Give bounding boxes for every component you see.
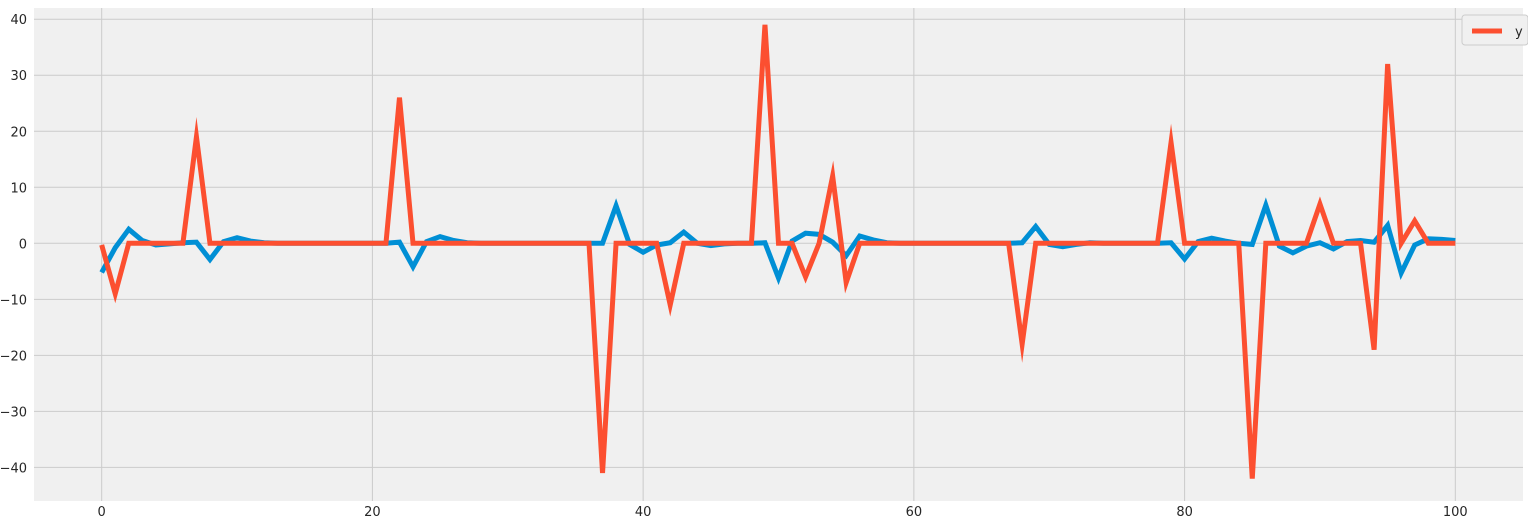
y-tick-label: 40 [10,13,27,28]
x-tick-label: 40 [635,505,652,520]
y-tick-label: −30 [0,405,27,420]
y-tick-label: −10 [0,293,27,308]
x-tick-label: 20 [364,505,381,520]
y-tick-label: 30 [10,69,27,84]
y-tick-label: −20 [0,349,27,364]
legend: y [1462,15,1528,45]
x-tick-label: 0 [98,505,106,520]
plot-area [34,8,1523,501]
legend-label-y: y [1515,25,1523,40]
y-tick-label: 0 [19,237,27,252]
x-tick-label: 80 [1176,505,1193,520]
y-tick-label: 10 [10,181,27,196]
x-tick-label: 60 [906,505,923,520]
x-tick-label: 100 [1443,505,1468,520]
y-tick-label: −40 [0,461,27,476]
y-tick-label: 20 [10,125,27,140]
